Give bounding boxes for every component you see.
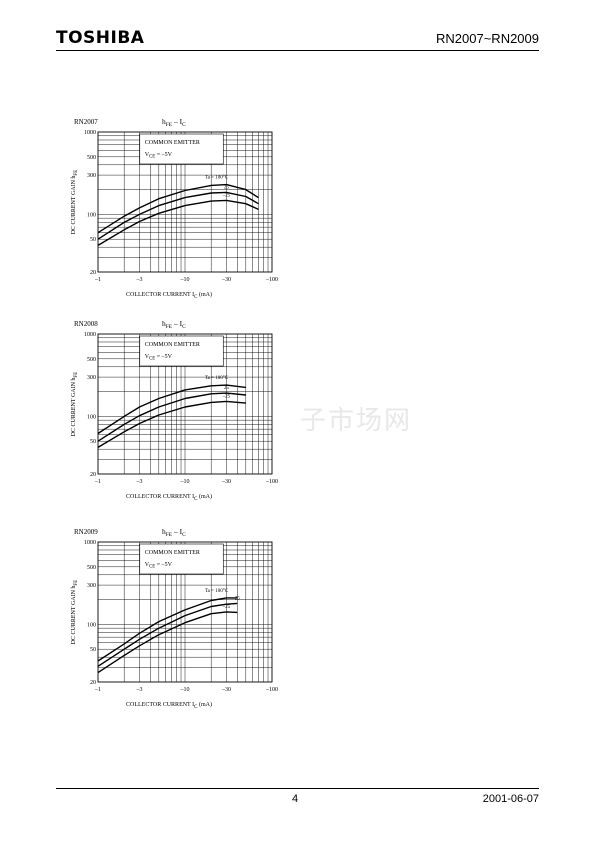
x-axis-label: COLLECTOR CURRENT IC (mA) [126, 291, 212, 300]
device-label: RN2007 [74, 118, 98, 126]
x-tick-label: –1 [94, 687, 101, 693]
y-tick-label: 20 [90, 270, 96, 276]
series-label: 25 [235, 596, 241, 601]
series-label: 25 [224, 386, 230, 391]
part-numbers: RN2007~RN2009 [436, 31, 539, 46]
series-line [97, 183, 259, 234]
x-tick-label: –100 [265, 479, 278, 485]
hfe-ic-chart-rn2009: RN2009 hFE – IC –1 –3 –10 –30 –100 1000 500 300 10… [71, 527, 278, 710]
series-line [97, 392, 246, 442]
series-label: –25 [222, 605, 231, 610]
condition-title: COMMON EMITTER [145, 342, 200, 348]
x-tick-label: –3 [136, 479, 143, 485]
y-tick-label: 100 [87, 414, 96, 420]
y-tick-label: 100 [87, 212, 96, 218]
header-divider [56, 50, 539, 51]
y-tick-label: 500 [87, 565, 96, 571]
x-tick-label: –10 [180, 479, 190, 485]
x-axis-label: COLLECTOR CURRENT IC (mA) [126, 701, 212, 710]
brand-logo: TOSHIBA [56, 28, 145, 48]
series-line [97, 400, 246, 449]
y-axis-label: DC CURRENT GAIN hFE [71, 580, 79, 645]
series-label: 25 [224, 185, 230, 190]
condition-title: COMMON EMITTER [145, 140, 200, 146]
y-tick-label: 300 [87, 375, 96, 381]
watermark: 子市场网 [300, 406, 413, 436]
y-tick-label: 50 [90, 439, 96, 445]
y-tick-label: 20 [90, 472, 96, 478]
y-tick-label: 300 [87, 583, 96, 589]
series-label: Ta = 100°C [205, 376, 229, 381]
y-tick-label: 1000 [84, 130, 96, 136]
series-label: Ta = 100°C [205, 176, 229, 181]
y-tick-label: 20 [90, 680, 96, 686]
y-tick-label: 500 [87, 357, 96, 363]
hfe-ic-chart-rn2008: RN2008 hFE – IC –1 –3 –10 –30 –100 1000 500 300 10… [71, 319, 278, 502]
series-line [97, 191, 259, 240]
y-tick-label: 50 [90, 647, 96, 653]
hfe-ic-chart-rn2007: RN2007 hFE – IC –1 –3 –10 –30 –100 1000 500 300 10… [71, 117, 278, 300]
y-axis-label: DC CURRENT GAIN hFE [71, 372, 79, 437]
grid [98, 334, 272, 474]
x-tick-label: –3 [136, 687, 143, 693]
plot-frame [97, 131, 273, 273]
page-number: 4 [292, 793, 299, 805]
condition-box [139, 133, 224, 165]
series-line [97, 611, 238, 674]
y-tick-label: 100 [87, 622, 96, 628]
x-tick-label: –100 [265, 277, 278, 283]
condition-box [139, 543, 224, 575]
y-tick-label: 300 [87, 173, 96, 179]
x-tick-label: –1 [94, 479, 101, 485]
y-tick-label: 500 [87, 155, 96, 161]
x-tick-label: –10 [180, 687, 190, 693]
y-tick-label: 50 [90, 237, 96, 243]
x-tick-label: –30 [221, 479, 231, 485]
footer-divider [56, 788, 539, 789]
series-line [97, 199, 259, 247]
x-tick-label: –1 [94, 277, 101, 283]
chart-title: hFE – IC [162, 527, 186, 538]
x-tick-label: –30 [221, 277, 231, 283]
chart-title: hFE – IC [162, 117, 186, 128]
chart-title: hFE – IC [162, 319, 186, 330]
y-tick-label: 1000 [84, 332, 96, 338]
plot-frame [97, 333, 273, 475]
condition-vce: VCE = –5V [145, 562, 173, 570]
x-tick-label: –30 [221, 687, 231, 693]
y-tick-label: 1000 [84, 540, 96, 546]
condition-vce: VCE = –5V [145, 152, 173, 160]
x-tick-label: –10 [180, 277, 190, 283]
plot-frame [97, 541, 273, 683]
y-axis-label: DC CURRENT GAIN hFE [71, 170, 79, 235]
document-date: 2001-06-07 [482, 793, 539, 805]
series-line [97, 384, 246, 435]
condition-title: COMMON EMITTER [145, 550, 200, 556]
series-line [97, 602, 238, 667]
x-tick-label: –3 [136, 277, 143, 283]
condition-vce: VCE = –5V [145, 354, 173, 362]
device-label: RN2009 [74, 528, 98, 536]
device-label: RN2008 [74, 320, 98, 328]
series-line [97, 597, 238, 662]
series-label: –25 [222, 193, 231, 198]
series-label: Ta = 100°C [205, 589, 229, 594]
condition-box [139, 335, 224, 367]
series-label: –25 [222, 394, 231, 399]
x-tick-label: –100 [265, 687, 278, 693]
x-axis-label: COLLECTOR CURRENT IC (mA) [126, 493, 212, 502]
